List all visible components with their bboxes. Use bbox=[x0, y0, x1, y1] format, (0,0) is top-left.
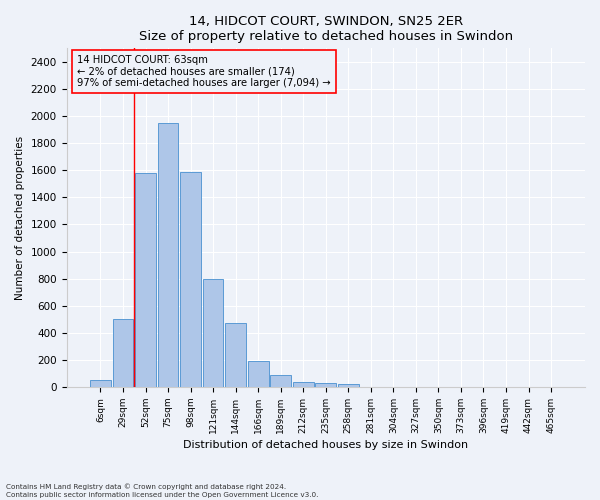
Y-axis label: Number of detached properties: Number of detached properties bbox=[15, 136, 25, 300]
Bar bbox=[271, 375, 291, 387]
Bar bbox=[113, 319, 133, 387]
Text: Contains HM Land Registry data © Crown copyright and database right 2024.
Contai: Contains HM Land Registry data © Crown c… bbox=[6, 484, 319, 498]
Title: 14, HIDCOT COURT, SWINDON, SN25 2ER
Size of property relative to detached houses: 14, HIDCOT COURT, SWINDON, SN25 2ER Size… bbox=[139, 15, 513, 43]
Bar bbox=[293, 382, 314, 387]
Bar bbox=[203, 278, 223, 387]
Bar bbox=[338, 384, 359, 387]
Bar bbox=[158, 123, 178, 387]
Bar bbox=[180, 172, 201, 387]
Bar bbox=[225, 322, 246, 387]
Bar bbox=[135, 173, 156, 387]
Bar bbox=[248, 360, 269, 387]
Text: 14 HIDCOT COURT: 63sqm
← 2% of detached houses are smaller (174)
97% of semi-det: 14 HIDCOT COURT: 63sqm ← 2% of detached … bbox=[77, 55, 331, 88]
X-axis label: Distribution of detached houses by size in Swindon: Distribution of detached houses by size … bbox=[183, 440, 469, 450]
Bar bbox=[316, 383, 336, 387]
Bar bbox=[90, 380, 111, 387]
